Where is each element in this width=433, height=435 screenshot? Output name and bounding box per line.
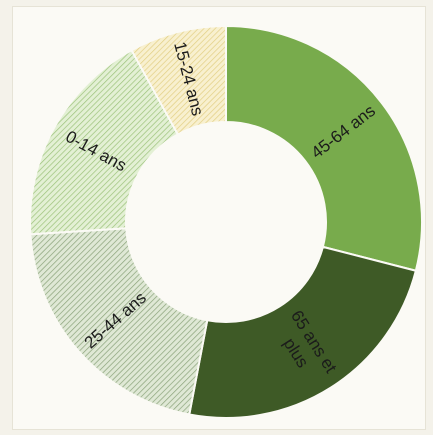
slice-45-64-ans: [225, 24, 423, 272]
slice-65-ans-et-plus: [188, 245, 418, 419]
slice-25-44-ans: [29, 227, 209, 416]
slice-0-14-ans: [29, 48, 180, 236]
slice-15-24-ans: [130, 24, 227, 136]
